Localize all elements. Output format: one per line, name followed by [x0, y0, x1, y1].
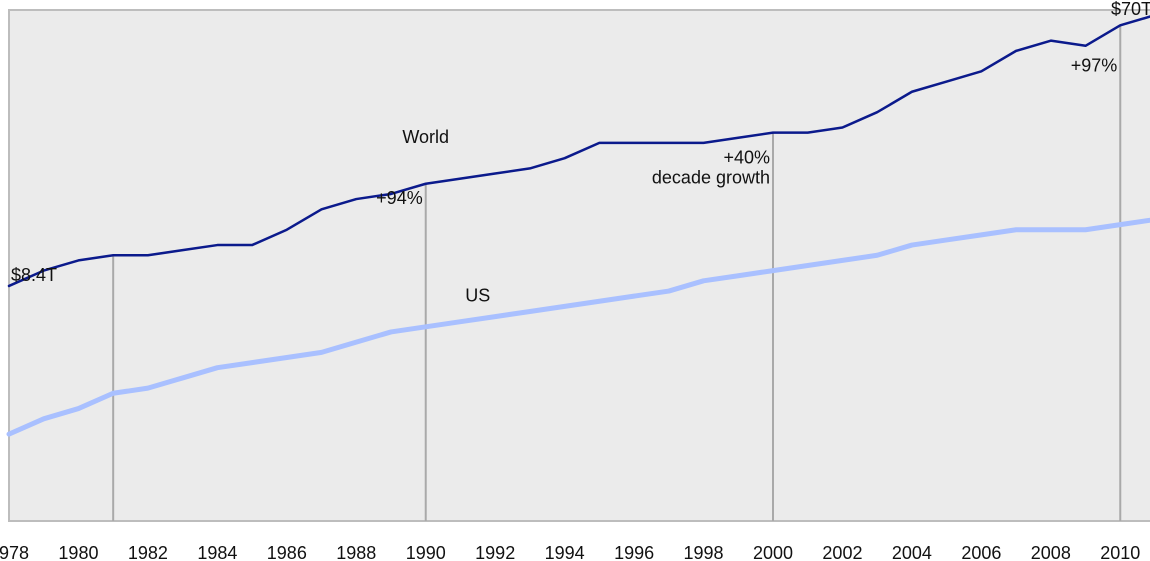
x-tick-label-1988: 1988 — [336, 543, 376, 561]
reference-lines — [112, 25, 1122, 521]
series-layer — [6, 15, 1150, 437]
annotation-70t: $70T — [1111, 0, 1150, 19]
annotation-40: +40% — [723, 147, 770, 167]
x-tick-label-1992: 1992 — [475, 543, 515, 561]
x-tick-label-1978: 1978 — [0, 543, 29, 561]
x-tick-label-2010: 2010 — [1100, 543, 1140, 561]
annotation-94: +94% — [376, 188, 423, 208]
x-tick-label-1980: 1980 — [58, 543, 98, 561]
annotation-world: World — [402, 127, 449, 147]
x-tick-label-1996: 1996 — [614, 543, 654, 561]
x-tick-label-1990: 1990 — [406, 543, 446, 561]
x-tick-label-2008: 2008 — [1031, 543, 1071, 561]
x-tick-label-1984: 1984 — [197, 543, 237, 561]
annotation-8-4t: $8.4T — [11, 265, 57, 285]
x-tick-label-2000: 2000 — [753, 543, 793, 561]
x-tick-label-2002: 2002 — [822, 543, 862, 561]
x-tick-label-2004: 2004 — [892, 543, 932, 561]
annotation-us: US — [465, 285, 490, 305]
plot-area — [8, 9, 1150, 522]
annotation-layer: $8.4T $70T World US +94% +40%decade growth +97… — [11, 0, 1150, 305]
x-tick-label-2006: 2006 — [961, 543, 1001, 561]
x-tick-label-1998: 1998 — [684, 543, 724, 561]
annotation-decade-growth: decade growth — [652, 168, 770, 188]
series-line-world — [7, 15, 1150, 288]
x-axis: 1978 1980 1982 1984 1986 1988 1990 1992 1994 1996… — [0, 543, 1140, 561]
annotation-97: +97% — [1071, 55, 1118, 75]
x-tick-label-1994: 1994 — [545, 543, 585, 561]
x-tick-label-1986: 1986 — [267, 543, 307, 561]
x-tick-label-1982: 1982 — [128, 543, 168, 561]
series-line-us — [6, 217, 1150, 437]
